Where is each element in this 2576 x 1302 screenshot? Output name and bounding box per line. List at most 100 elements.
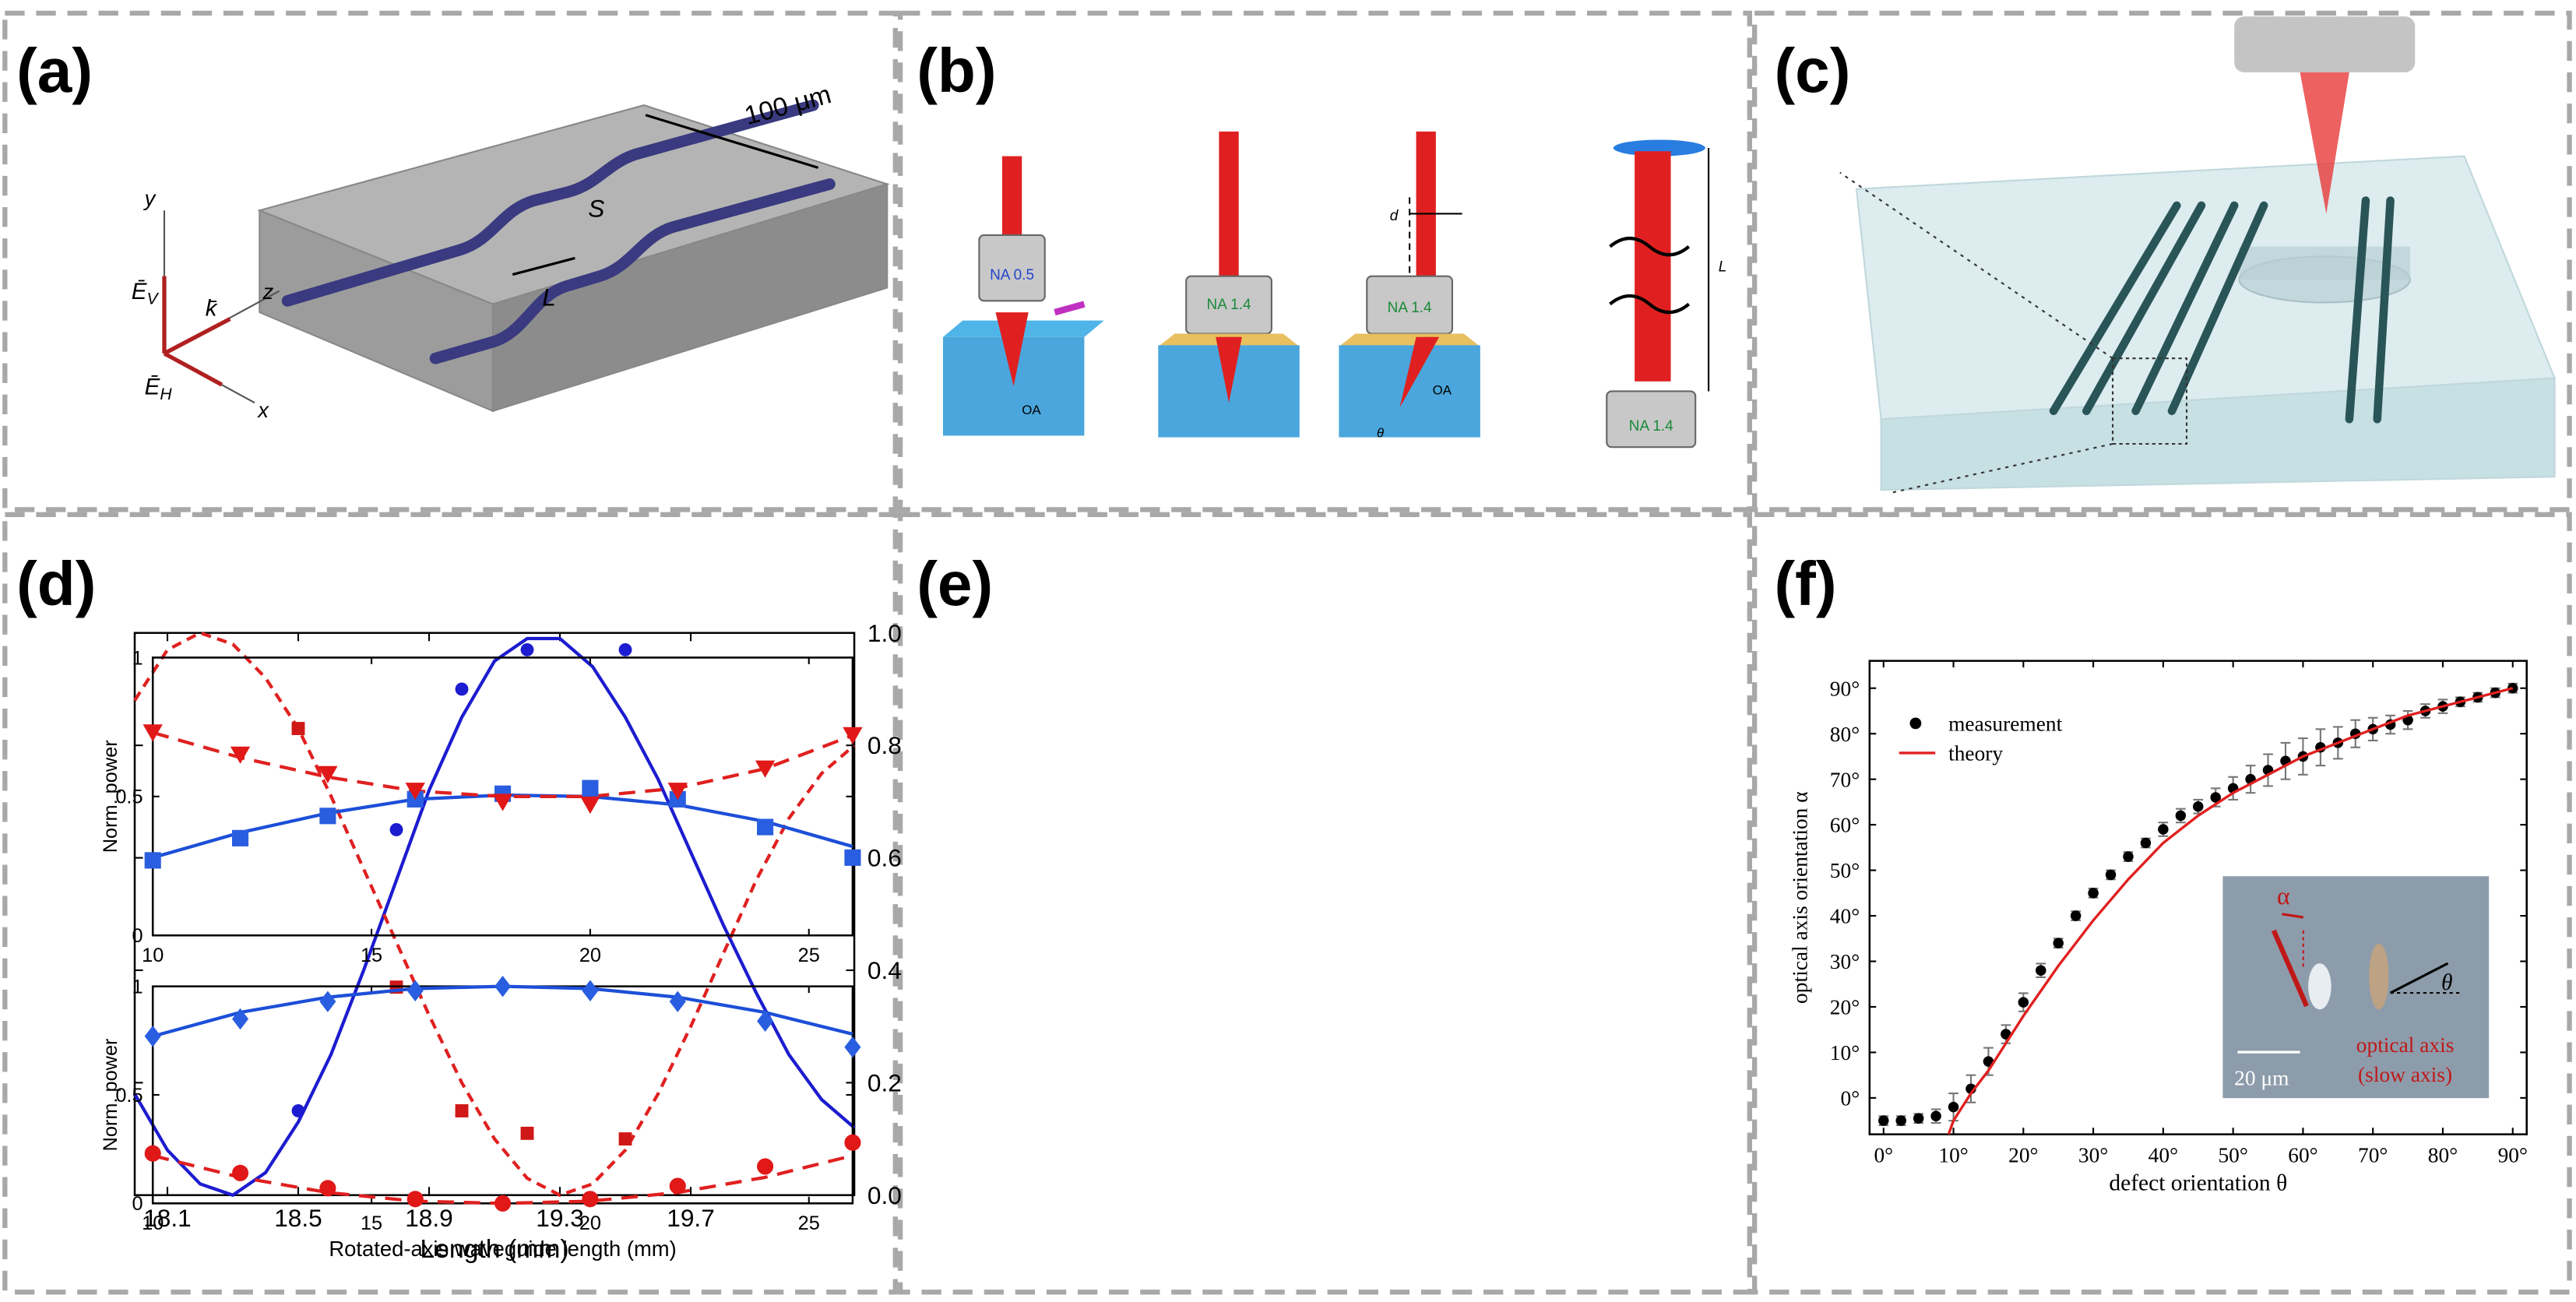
sample-top (1855, 155, 2557, 421)
inset-image (2222, 876, 2490, 1099)
beam (1219, 131, 1239, 280)
x-tick-label: 10 (142, 945, 164, 966)
marker (757, 1158, 774, 1175)
panel-label: (b) (917, 35, 996, 105)
border-e (897, 512, 1752, 1295)
beam (2300, 72, 2349, 214)
beam (1001, 156, 1022, 239)
marker (389, 823, 403, 836)
objective-label: NA 0.5 (990, 267, 1034, 283)
objective-label: NA 1.4 (1388, 300, 1432, 316)
oil (1340, 333, 1479, 346)
length-label: L (1719, 259, 1727, 275)
field-symbol: Ē (145, 375, 160, 400)
x-tick-label: 25 (798, 945, 820, 966)
inset-label: α (2277, 882, 2290, 910)
x-tick-label: 20° (2008, 1144, 2038, 1167)
defect (2308, 963, 2331, 1010)
oa-label: OA (1022, 403, 1041, 417)
x-tick-label: 30° (2078, 1144, 2108, 1167)
marker (1878, 1115, 1889, 1126)
diagram-a: 100 μm S L y z x ĒV k̄ ĒH (132, 79, 890, 422)
marker (318, 765, 338, 783)
sample (1339, 345, 1480, 438)
angle-arc (2282, 913, 2304, 919)
inset-label: 20 μm (2234, 1066, 2289, 1089)
y-tick-label: 0.4 (867, 956, 902, 984)
x-tick-label: 70° (2358, 1144, 2388, 1167)
marker (231, 829, 249, 846)
x-tick-label: 90° (2498, 1144, 2528, 1167)
axis-label: z (262, 280, 274, 304)
field-sub: H (160, 385, 172, 403)
plot-frame (133, 632, 856, 1197)
marker (520, 1126, 534, 1140)
x-tick-label: 15 (361, 1212, 382, 1234)
plot-frame (1868, 660, 2528, 1135)
series-line (1947, 687, 2514, 1135)
stage-3: d NA 1.4 OA θ (1339, 131, 1480, 441)
border-d (2, 512, 898, 1295)
y-tick-label: 70° (1830, 768, 1860, 791)
marker (2053, 938, 2064, 948)
y-tick-label: 40° (1830, 905, 1860, 928)
y-tick-label: 20° (1830, 996, 1860, 1019)
marker (2018, 997, 2029, 1008)
inset-label: (slow axis) (2358, 1063, 2452, 1086)
focus (995, 312, 1029, 387)
diagram-c (1839, 16, 2557, 494)
x-tick-label: 15 (361, 945, 382, 966)
x-tick-label: 19.3 (536, 1204, 584, 1232)
length-line (512, 256, 575, 276)
stage-2: NA 1.4 (1158, 131, 1300, 438)
y-tick-label: 0 (132, 1193, 143, 1215)
objective-label: NA 1.4 (1629, 418, 1673, 435)
marker (618, 1132, 632, 1146)
x-tick-label: 19.7 (667, 1204, 715, 1232)
diagram-b: NA 0.5 OA NA 1.4 d NA 1.4 OA θ (942, 131, 1727, 449)
zoom-line (1888, 442, 2113, 494)
marker (405, 783, 425, 801)
axis-label: x (256, 398, 269, 422)
oa-label: OA (1433, 383, 1452, 398)
marker (2507, 682, 2518, 694)
border-f (1751, 512, 2572, 1295)
y-tick-label: 10° (1830, 1041, 1860, 1064)
x-tick-label: 25 (798, 1212, 820, 1234)
disc-side (2239, 246, 2410, 280)
chart: 18.1 18.5 18.9 19.3 19.7 0.0 0.2 0.4 0.6 0.8 1.0 Le… (133, 619, 902, 1264)
waveguide (2345, 196, 2370, 424)
y-tick-label: 80° (1830, 723, 1860, 746)
objective (2234, 16, 2416, 72)
marker (2123, 851, 2134, 862)
marker (2105, 869, 2117, 881)
y-tick-label: 0° (1840, 1086, 1860, 1110)
waveguide (281, 99, 819, 307)
x-tick-label: 60° (2288, 1144, 2317, 1167)
field-symbol: Ē (132, 279, 147, 304)
y-tick-label: 0.6 (867, 844, 902, 872)
field-label: ĒH (145, 375, 173, 403)
x-tick-label: 20 (579, 945, 601, 966)
field-label: k̄ (206, 295, 218, 321)
panel-borders (2, 10, 2572, 1295)
scan-arrow (1054, 301, 1086, 316)
marker (757, 818, 774, 836)
waveguide (2082, 201, 2206, 416)
defect (2369, 943, 2389, 1010)
marker (455, 1104, 469, 1117)
marker (843, 727, 863, 744)
beam (1416, 131, 1436, 280)
panel-label: (d) (16, 548, 96, 618)
x-tick-label: 18.9 (405, 1204, 453, 1232)
marker (582, 779, 599, 797)
dimension-line (645, 114, 819, 169)
x-axis-label: Length (mm) (420, 1234, 568, 1264)
border-a (2, 10, 898, 512)
x-tick-label: 18.1 (143, 1204, 192, 1232)
marker (2036, 965, 2046, 976)
inset-label: optical axis (2356, 1033, 2455, 1057)
marker (230, 746, 251, 764)
y-tick-label: 1.0 (867, 619, 902, 647)
x-tick-label: 10 (142, 1212, 164, 1234)
